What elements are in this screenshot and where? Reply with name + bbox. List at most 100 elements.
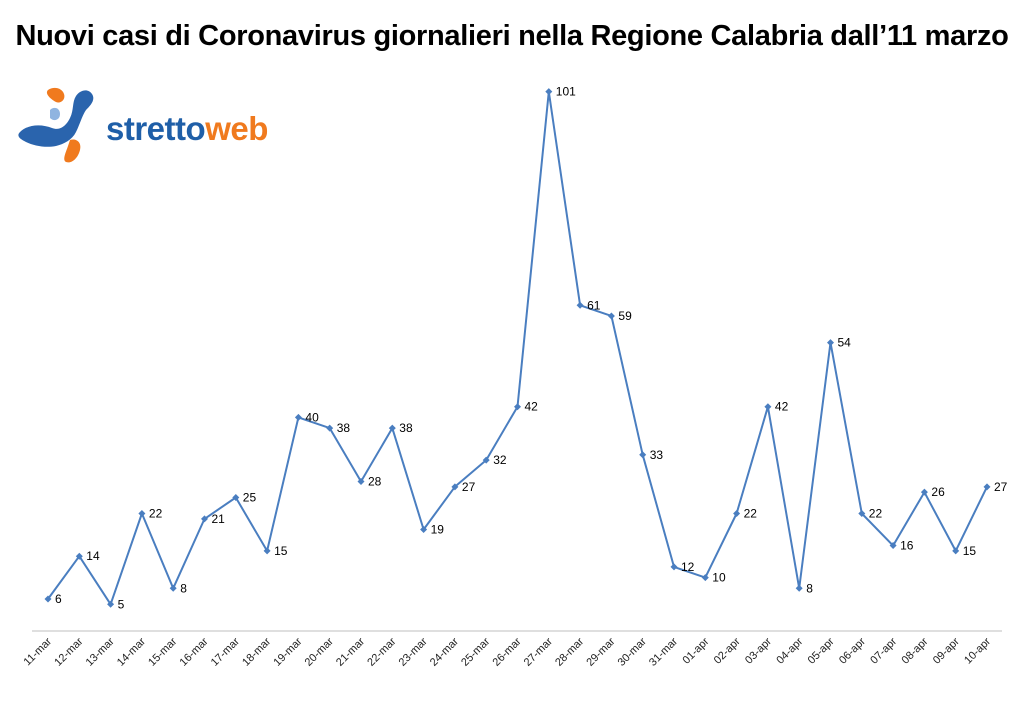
data-label: 22 bbox=[149, 507, 163, 521]
data-label: 22 bbox=[744, 507, 758, 521]
data-label: 42 bbox=[775, 400, 789, 414]
data-label: 10 bbox=[712, 571, 726, 585]
data-point bbox=[639, 451, 647, 459]
x-tick-label: 29-mar bbox=[584, 635, 617, 668]
x-tick-label: 26-mar bbox=[490, 635, 523, 668]
data-label: 101 bbox=[556, 85, 576, 99]
data-point bbox=[858, 510, 866, 518]
x-tick-label: 23-mar bbox=[397, 635, 430, 668]
data-point bbox=[733, 510, 741, 518]
data-label: 15 bbox=[963, 544, 977, 558]
data-label: 42 bbox=[525, 400, 539, 414]
data-point bbox=[44, 595, 52, 603]
data-label: 21 bbox=[212, 512, 226, 526]
logo-wordmark-part2: web bbox=[205, 110, 268, 147]
data-label: 40 bbox=[305, 410, 319, 424]
data-point bbox=[201, 515, 208, 523]
data-label: 38 bbox=[337, 421, 351, 435]
logo-wordmark: strettoweb bbox=[106, 110, 268, 148]
x-tick-label: 02-apr bbox=[712, 635, 743, 666]
data-point bbox=[920, 488, 928, 496]
data-point bbox=[263, 547, 271, 555]
data-label: 16 bbox=[900, 539, 914, 553]
data-point bbox=[482, 456, 490, 464]
data-label: 26 bbox=[931, 485, 945, 499]
data-label: 27 bbox=[462, 480, 476, 494]
x-tick-label: 19-mar bbox=[271, 635, 304, 668]
data-point bbox=[326, 424, 334, 432]
data-label: 8 bbox=[806, 581, 813, 595]
data-markers bbox=[44, 88, 991, 608]
x-tick-label: 10-apr bbox=[962, 635, 993, 666]
data-point bbox=[514, 403, 521, 411]
x-tick-label: 13-mar bbox=[84, 635, 117, 668]
data-point bbox=[952, 547, 960, 555]
data-label: 14 bbox=[86, 549, 100, 563]
data-point bbox=[701, 574, 709, 582]
data-label: 8 bbox=[180, 581, 187, 595]
chart-title: Nuovi casi di Coronavirus giornalieri ne… bbox=[15, 20, 1009, 52]
data-label: 59 bbox=[618, 309, 632, 323]
x-tick-label: 16-mar bbox=[177, 635, 210, 668]
x-tick-label: 30-mar bbox=[616, 635, 649, 668]
x-tick-label: 22-mar bbox=[365, 635, 398, 668]
x-tick-labels: 11-mar12-mar13-mar14-mar15-mar16-mar17-m… bbox=[22, 635, 994, 668]
x-tick-label: 15-mar bbox=[146, 635, 179, 668]
x-tick-label: 17-mar bbox=[209, 635, 242, 668]
data-label: 12 bbox=[681, 560, 695, 574]
data-point bbox=[388, 424, 396, 432]
data-label: 22 bbox=[869, 507, 883, 521]
data-point bbox=[827, 339, 834, 347]
data-label: 54 bbox=[838, 336, 852, 350]
x-tick-label: 12-mar bbox=[52, 635, 85, 668]
x-tick-label: 05-apr bbox=[806, 635, 837, 666]
x-tick-label: 28-mar bbox=[553, 635, 586, 668]
data-point bbox=[795, 584, 803, 592]
data-point bbox=[75, 552, 83, 560]
calabria-map-icon bbox=[18, 87, 94, 163]
data-point bbox=[420, 526, 428, 534]
data-label: 27 bbox=[994, 480, 1008, 494]
data-point bbox=[889, 542, 897, 550]
data-point bbox=[983, 483, 991, 491]
x-tick-label: 09-apr bbox=[931, 635, 962, 666]
data-labels: 6 14 5 22 8 21 25 15 40 38 28 38 19 27 32 42 101 61 59 33 12… bbox=[55, 85, 1008, 612]
x-tick-label: 25-mar bbox=[459, 635, 492, 668]
data-point bbox=[107, 600, 115, 608]
x-tick-label: 27-mar bbox=[522, 635, 555, 668]
x-tick-label: 06-apr bbox=[837, 635, 868, 666]
data-label: 61 bbox=[587, 298, 601, 312]
data-point bbox=[294, 413, 302, 421]
data-point bbox=[232, 494, 240, 501]
x-tick-label: 24-mar bbox=[428, 635, 461, 668]
data-label: 15 bbox=[274, 544, 288, 558]
x-tick-label: 03-apr bbox=[743, 635, 774, 666]
x-tick-label: 08-apr bbox=[900, 635, 931, 666]
x-tick-label: 01-apr bbox=[680, 635, 711, 666]
data-point bbox=[764, 403, 772, 411]
data-label: 5 bbox=[118, 597, 125, 611]
data-label: 6 bbox=[55, 592, 62, 606]
x-tick-label: 31-mar bbox=[647, 635, 680, 668]
x-tick-label: 20-mar bbox=[303, 635, 336, 668]
data-label: 32 bbox=[493, 453, 507, 467]
data-label: 19 bbox=[431, 523, 445, 537]
data-point bbox=[545, 88, 553, 96]
data-label: 25 bbox=[243, 491, 257, 505]
data-point bbox=[357, 477, 365, 485]
data-point bbox=[169, 584, 177, 592]
data-label: 33 bbox=[650, 448, 664, 462]
data-point bbox=[576, 301, 584, 309]
data-label: 38 bbox=[399, 421, 413, 435]
logo-wordmark-part1: stretto bbox=[106, 110, 206, 147]
strettoweb-logo: strettoweb bbox=[14, 80, 304, 172]
x-tick-label: 18-mar bbox=[240, 635, 273, 668]
data-point bbox=[451, 483, 459, 491]
x-tick-label: 04-apr bbox=[774, 635, 805, 666]
data-point bbox=[607, 312, 615, 320]
x-tick-label: 11-mar bbox=[22, 635, 55, 668]
data-label: 28 bbox=[368, 474, 382, 488]
data-point bbox=[138, 510, 146, 518]
data-point bbox=[670, 563, 678, 571]
